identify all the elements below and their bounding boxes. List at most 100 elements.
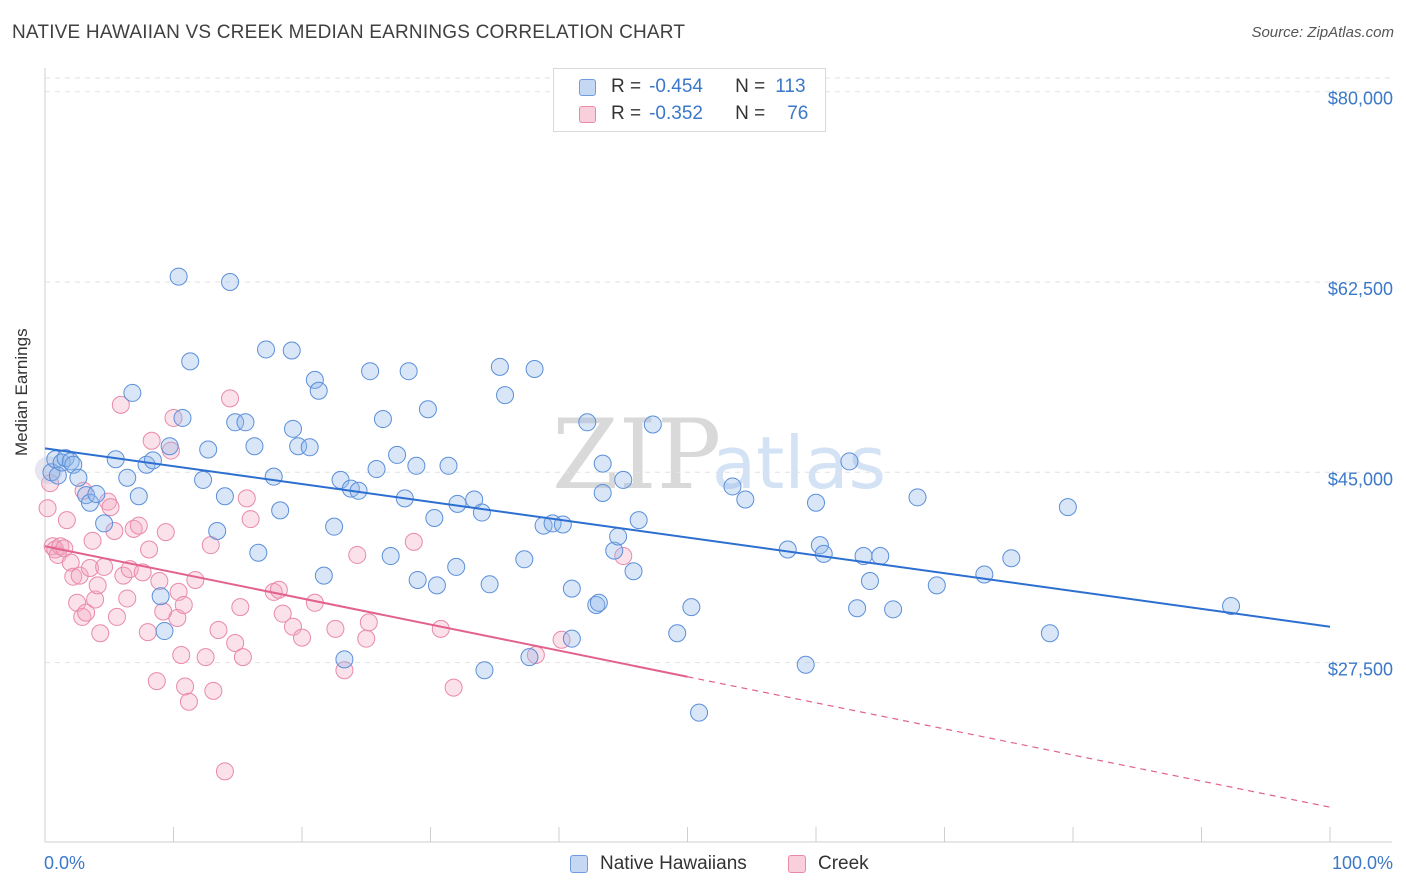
native-hawaiian-point [155, 622, 174, 641]
creek-points [34, 389, 633, 781]
native-hawaiian-point [871, 547, 890, 566]
native-hawaiian-point [305, 370, 324, 389]
native-hawaiian-trend-line [44, 447, 1331, 628]
creek-point [83, 531, 102, 550]
creek-point [179, 692, 198, 711]
y-tick-label: $45,000 [1328, 469, 1393, 489]
native-hawaiian-point [447, 557, 466, 576]
source-credit: Source: ZipAtlas.com [1251, 24, 1394, 41]
cluster-point [34, 456, 63, 485]
native-hawaiian-point [236, 413, 255, 432]
native-hawaiian-point [605, 541, 624, 560]
native-hawaiian-point [1058, 498, 1077, 517]
y-tick-label: $62,500 [1328, 279, 1393, 299]
native-hawaiian-point [245, 437, 264, 456]
creek-trend-extension [687, 676, 1331, 808]
native-hawaiian-point [796, 655, 815, 674]
creek-point [70, 566, 89, 585]
blue-swatch [579, 78, 596, 96]
creek-point [359, 613, 378, 632]
creek-point [147, 672, 166, 691]
native-hawaiian-point [341, 479, 360, 498]
native-hawaiian-point [778, 540, 797, 559]
creek-point [174, 595, 193, 614]
creek-point [101, 498, 120, 517]
creek-point [142, 431, 161, 450]
native-hawaiian-point [589, 593, 608, 612]
creek-point [64, 567, 83, 586]
creek-point [431, 619, 450, 638]
native-hawaiian-point [361, 362, 380, 381]
creek-point [61, 553, 80, 572]
native-hawaiian-point [624, 562, 643, 581]
r-label: R = [611, 76, 642, 97]
creek-point [114, 566, 133, 585]
axes [44, 68, 1392, 843]
native-hawaiian-point [181, 352, 200, 371]
n-label: N = [735, 76, 766, 97]
native-hawaiian-point [515, 550, 534, 569]
creek-point [293, 628, 311, 647]
native-hawaiian-point [221, 273, 240, 292]
creek-point [221, 389, 240, 408]
native-hawaiian-point [199, 440, 218, 459]
watermark: ZIP atlas [552, 399, 886, 511]
native-hawaiian-point [427, 576, 446, 595]
creek-point [196, 648, 215, 667]
native-hawaiian-point [475, 661, 494, 680]
creek-point [209, 620, 228, 639]
native-hawaiian-point [629, 511, 648, 530]
y-tick-label: $27,500 [1328, 660, 1393, 680]
native-hawaiian-point [1002, 549, 1021, 568]
native-hawaiian-point [425, 508, 444, 527]
tick-labels: $80,000 $62,500 $45,000 $27,500 0.0% 100.0% [44, 89, 1393, 873]
legend-item-creek: Creek [788, 852, 869, 876]
native-hawaiian-point [609, 527, 628, 546]
native-hawaiian-point [264, 467, 283, 486]
native-hawaiian-point [56, 449, 75, 468]
creek-point [176, 677, 195, 696]
series-legend: Native Hawaiians Creek [0, 852, 1406, 876]
creek-point [237, 489, 256, 508]
native-hawaiian-point [682, 598, 701, 617]
pink-swatch [579, 105, 596, 123]
native-hawaiian-point [373, 410, 392, 429]
native-hawaiian-point [388, 445, 407, 464]
creek-point [150, 572, 169, 591]
n-value: 113 [775, 76, 806, 97]
creek-point [95, 557, 114, 576]
native-hawaiian-point [309, 381, 328, 400]
x-tick-label-max: 100.0% [1332, 853, 1393, 873]
native-hawaiian-point [848, 599, 867, 618]
n-value: 76 [787, 103, 809, 124]
creek-point [231, 598, 250, 617]
native-hawaiian-point [908, 488, 927, 507]
y-tick-label: $80,000 [1328, 89, 1393, 109]
native-hawaiian-point [95, 514, 114, 533]
native-hawaiian-point [587, 595, 606, 614]
native-hawaiian-point [807, 493, 825, 512]
native-hawaiian-point [249, 543, 268, 562]
watermark-zip: ZIP [552, 399, 721, 511]
native-hawaiian-point [736, 490, 755, 509]
native-hawaiian-point [289, 437, 308, 456]
native-hawaiian-point [472, 503, 491, 522]
creek-point [404, 532, 423, 551]
native-hawaiian-point [525, 360, 544, 379]
native-hawaiian-point [314, 566, 333, 585]
creek-point [80, 558, 99, 577]
native-hawaiian-point [578, 413, 597, 432]
creek-point [357, 629, 376, 648]
native-hawaiian-point [1040, 624, 1059, 643]
r-value: -0.454 [649, 76, 703, 97]
native-hawaiian-point [118, 468, 137, 487]
native-hawaiian-point [884, 600, 903, 619]
native-hawaiian-point [335, 650, 354, 669]
native-hawaiian-point [562, 629, 581, 648]
native-hawaiian-point [1222, 597, 1241, 616]
native-hawaiian-point [69, 468, 88, 487]
native-hawaiian-point [208, 522, 227, 541]
native-hawaiian-point [407, 456, 426, 475]
native-hawaiian-point [520, 648, 539, 667]
